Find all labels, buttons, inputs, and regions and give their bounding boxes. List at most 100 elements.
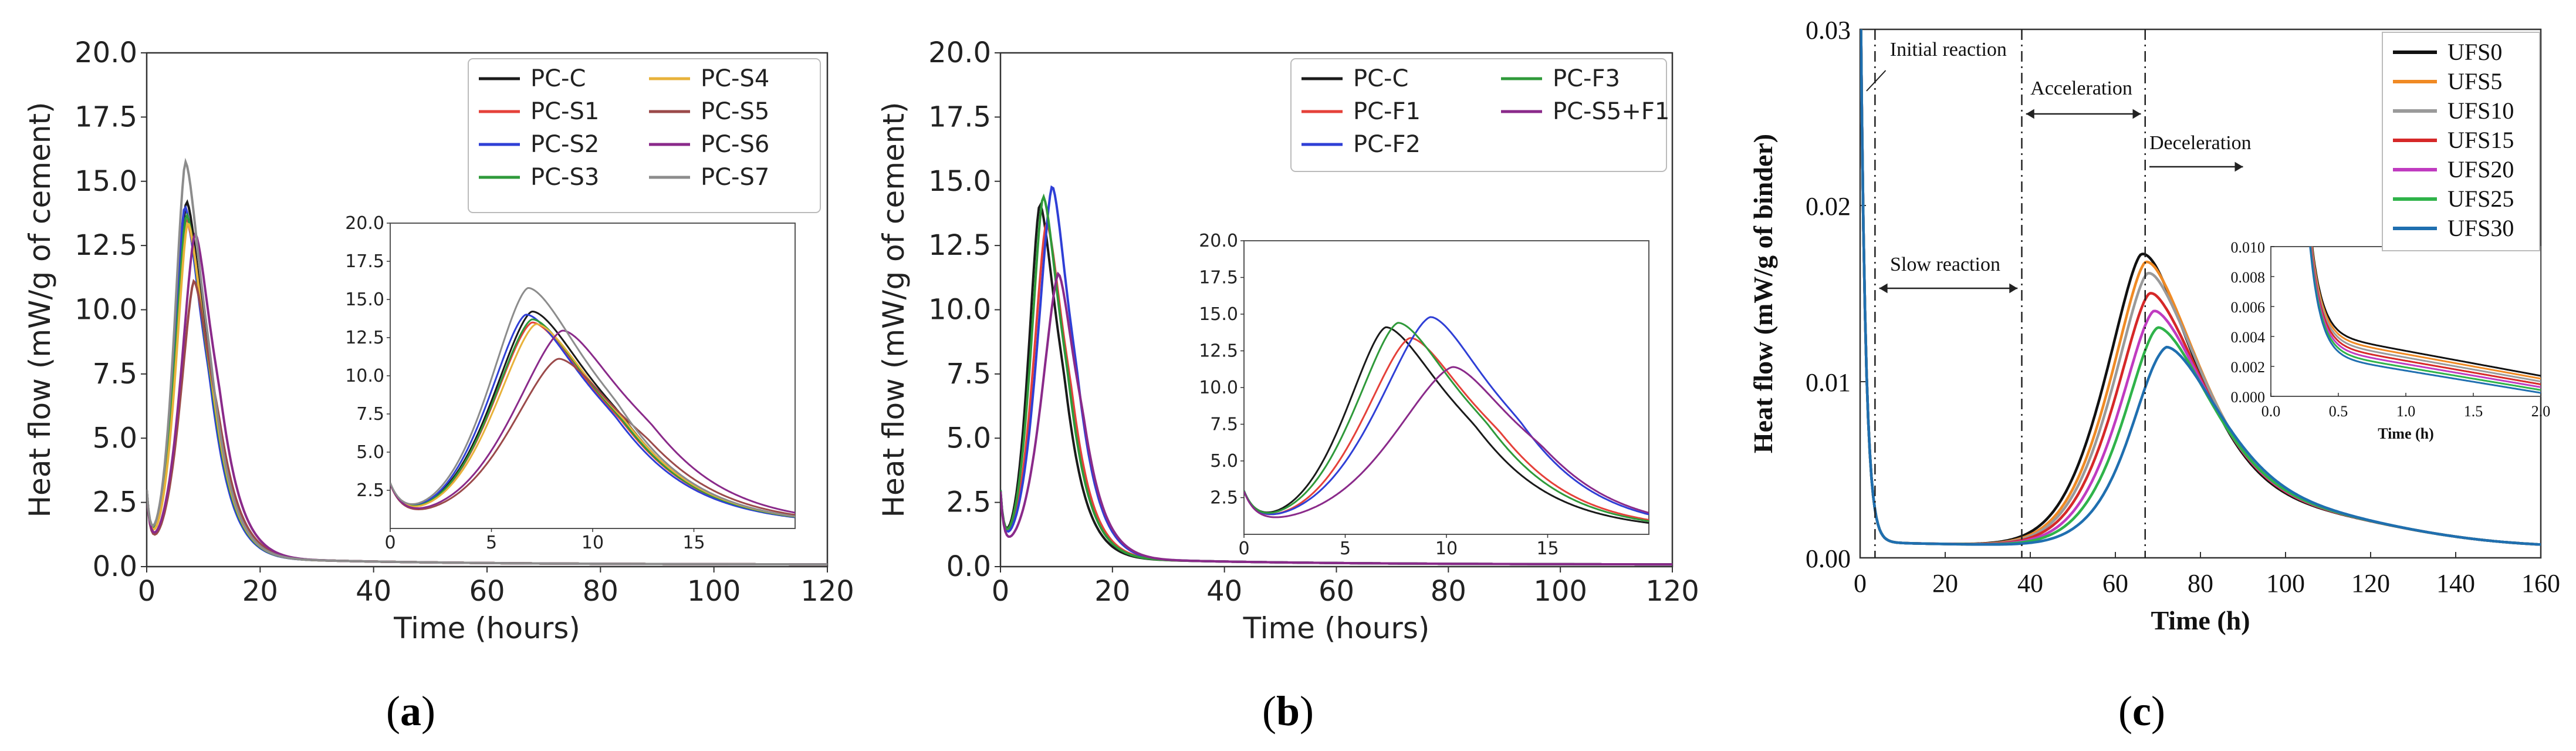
panel-c-legend-label-ufs10: UFS10 bbox=[2447, 97, 2514, 124]
panel-b-y-tick-label: 7.5 bbox=[946, 358, 991, 390]
panel-b-y-tick-label: 12.5 bbox=[928, 229, 991, 262]
panel-c-inset-y-tick-label: 0.004 bbox=[2231, 329, 2266, 346]
panel-c-y-tick-label: 0.03 bbox=[1806, 16, 1851, 45]
panel-c-y-tick-label: 0.01 bbox=[1806, 368, 1851, 397]
panel-b-inset-y-tick-label: 7.5 bbox=[1210, 415, 1238, 435]
panel-a-inset-x-tick-label: 10 bbox=[582, 533, 604, 553]
panel-c-arrowhead bbox=[2234, 161, 2243, 172]
panel-c-inset-x-tick-label: 1.0 bbox=[2396, 403, 2416, 420]
panel-b-inset-y-tick-label: 15.0 bbox=[1199, 304, 1238, 325]
panel-c-annotation-acceleration: Acceleration bbox=[2030, 78, 2132, 99]
panel-a-legend-label-pc-s3: PC-S3 bbox=[530, 164, 599, 191]
panel-b-series-group bbox=[1000, 185, 1672, 566]
panel-c-inset-series-line-ufs20 bbox=[2310, 247, 2541, 388]
panel-b-y-tick-label: 17.5 bbox=[928, 100, 991, 133]
panel-b-legend-box bbox=[1290, 58, 1667, 172]
panel-b-x-tick-label: 0 bbox=[992, 575, 1010, 608]
panel-b-inset-x-tick-label: 0 bbox=[1238, 538, 1249, 559]
panel-a-chart: 0 20 40 60 80 100 1200.02.55.07.510.012.515.01… bbox=[23, 36, 854, 645]
panel-a-inset-series-line-pc-s6 bbox=[390, 329, 795, 514]
panel-b-inset-series-group bbox=[1244, 316, 1649, 524]
panel-c-inset-series-line-ufs10 bbox=[2310, 247, 2541, 383]
panel-b-y-tick-label: 15.0 bbox=[928, 165, 991, 198]
panel-c-legend-label-ufs5: UFS5 bbox=[2447, 68, 2502, 95]
panel-a-inset-y-tick-label: 17.5 bbox=[345, 251, 384, 272]
panel-c-x-tick-label: 80 bbox=[2188, 569, 2213, 598]
panel-a-y-tick-label: 12.5 bbox=[75, 229, 137, 262]
panel-a-legend-label-pc-s5: PC-S5 bbox=[701, 98, 769, 125]
panel-a-x-tick-label: 120 bbox=[800, 575, 854, 608]
panel-c-series-group bbox=[1860, 29, 2541, 546]
panel-a-inset-y-tick-label: 10.0 bbox=[345, 366, 384, 386]
panel-b-y-axis-label: Heat flow (mW/g of cement) bbox=[877, 102, 911, 517]
panel-c-inset-y-tick-label: 0.002 bbox=[2231, 359, 2266, 376]
panel-b-x-tick-label: 120 bbox=[1645, 575, 1699, 608]
panel-a-inset-y-tick-label: 20.0 bbox=[345, 213, 384, 234]
panel-c-inset-series-line-ufs30 bbox=[2309, 247, 2541, 394]
panel-b-inset-y-tick-label: 2.5 bbox=[1210, 488, 1238, 508]
panel-a-y-tick-label: 5.0 bbox=[93, 422, 137, 454]
panel-a-legend-label-pc-s6: PC-S6 bbox=[701, 131, 769, 158]
panel-b-legend-label-pc-c: PC-C bbox=[1353, 65, 1408, 92]
panel-a-y-tick-label: 15.0 bbox=[75, 165, 137, 198]
panel-b-inset-series-line-pc-f3 bbox=[1244, 322, 1649, 522]
panel-b-inset-y-tick-label: 12.5 bbox=[1199, 341, 1238, 362]
panel-c-arrowhead bbox=[2132, 109, 2141, 119]
panel-b-x-axis-label: Time (hours) bbox=[1243, 611, 1430, 645]
panel-b-x-tick-label: 60 bbox=[1319, 575, 1354, 608]
panel-c-inset-x-tick-label: 1.5 bbox=[2464, 403, 2483, 420]
panel-c-arrowhead bbox=[2026, 109, 2034, 119]
panel-c-inset-series-line-ufs15 bbox=[2310, 247, 2541, 385]
panel-b-inset-series-line-pc-c bbox=[1244, 326, 1649, 524]
panel-a-inset-y-tick-label: 12.5 bbox=[345, 328, 384, 348]
panel-c-inset-x-axis-label: Time (h) bbox=[2378, 425, 2434, 442]
panel-b-x-tick-label: 80 bbox=[1431, 575, 1466, 608]
panel-b-legend-label-pc-f1: PC-F1 bbox=[1353, 98, 1421, 125]
panel-b-inset-frame bbox=[1243, 240, 1649, 535]
panel-b-x-tick-label: 40 bbox=[1206, 575, 1242, 608]
panel-c-inset-x-tick-label: 2.0 bbox=[2531, 403, 2551, 420]
panel-a-inset-series-line-pc-s2 bbox=[390, 314, 795, 518]
panel-a-inset-y-tick-label: 5.0 bbox=[356, 442, 384, 463]
panel-a-x-tick-label: 60 bbox=[469, 575, 505, 608]
panel-a-legend-label-pc-s2: PC-S2 bbox=[530, 131, 599, 158]
panel-b-inset-x-tick-label: 10 bbox=[1435, 538, 1458, 559]
panel-b-inset-series-line-pc-s5-f1 bbox=[1244, 366, 1649, 518]
panel-c-legend-label-ufs25: UFS25 bbox=[2447, 186, 2514, 212]
panel-a-x-tick-label: 20 bbox=[242, 575, 278, 608]
panel-b-y-tick-label: 5.0 bbox=[946, 422, 991, 454]
panel-c-annotation-initial-reaction: Initial reaction bbox=[1890, 39, 2007, 60]
panel-b-y-tick-label: 20.0 bbox=[928, 36, 991, 69]
panel-c-legend-label-ufs20: UFS20 bbox=[2447, 156, 2514, 183]
panel-c-inset-series-line-ufs5 bbox=[2311, 247, 2541, 380]
panel-c-series-line-ufs30 bbox=[1860, 29, 2541, 546]
panel-b-inset-y-tick-label: 20.0 bbox=[1199, 231, 1238, 251]
panel-b-inset-x-tick-label: 5 bbox=[1340, 538, 1351, 559]
panel-a-inset-y-tick-label: 15.0 bbox=[345, 289, 384, 310]
panel-a-inset-y-tick-label: 7.5 bbox=[356, 404, 384, 425]
panel-b-inset-y-tick-label: 5.0 bbox=[1210, 451, 1238, 472]
panel-c-inset-y-tick-label: 0.006 bbox=[2231, 299, 2266, 316]
panel-a-inset-x-tick-label: 15 bbox=[682, 533, 705, 553]
panel-c-x-tick-label: 40 bbox=[2017, 569, 2043, 598]
panel-a-legend-label-pc-s7: PC-S7 bbox=[701, 164, 769, 191]
panel-b-y-tick-label: 2.5 bbox=[946, 486, 991, 519]
panel-c-inset-series-line-ufs25 bbox=[2309, 247, 2541, 391]
panel-a-x-tick-label: 40 bbox=[356, 575, 391, 608]
panel-b-inset-series-line-pc-f2 bbox=[1244, 316, 1649, 516]
panel-c-x-tick-label: 120 bbox=[2351, 569, 2390, 598]
panel-c-annotation-deceleration: Deceleration bbox=[2149, 132, 2252, 154]
panel-a-inset-y-tick-label: 2.5 bbox=[356, 480, 384, 501]
panel-a-y-axis-label: Heat flow (mW/g of cement) bbox=[23, 102, 57, 517]
panel-label-c: (c) bbox=[2118, 688, 2165, 735]
panel-c-x-tick-label: 140 bbox=[2436, 569, 2475, 598]
panel-a-y-tick-label: 17.5 bbox=[75, 100, 137, 133]
panel-label-a: (a) bbox=[386, 688, 435, 735]
panel-c-x-tick-label: 20 bbox=[1932, 569, 1958, 598]
panel-a-series-line-pc-s7 bbox=[147, 157, 827, 566]
panel-b-inset-y-tick-label: 17.5 bbox=[1199, 268, 1238, 288]
panel-b-x-tick-label: 20 bbox=[1094, 575, 1130, 608]
panel-a-y-tick-label: 20.0 bbox=[75, 36, 137, 69]
panel-c-x-tick-label: 60 bbox=[2102, 569, 2128, 598]
